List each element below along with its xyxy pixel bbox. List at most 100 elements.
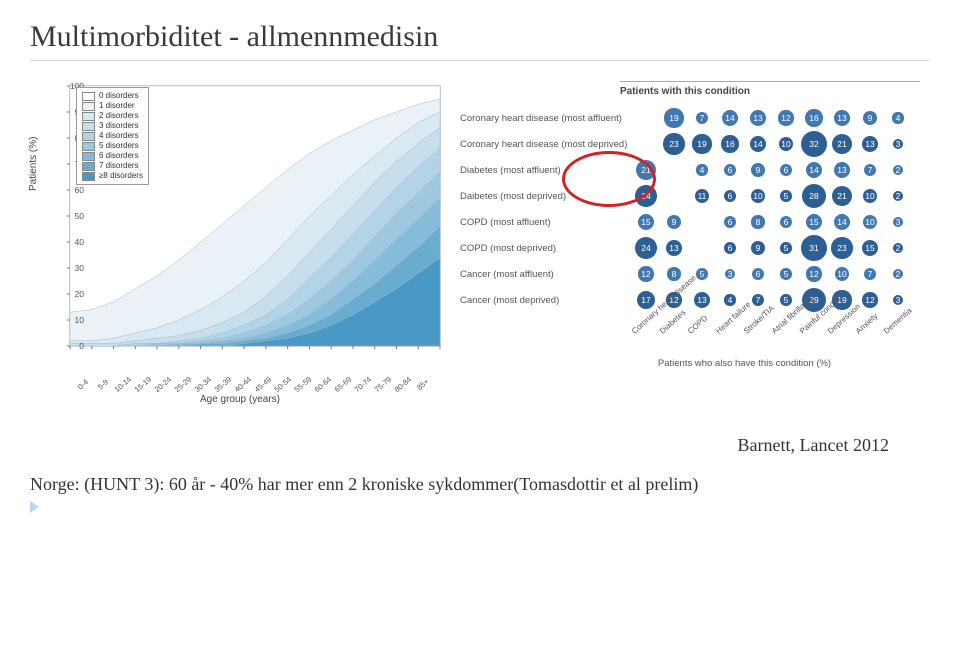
bubble: 16 — [805, 109, 822, 126]
bubble-cell: 6 — [716, 235, 744, 261]
bubble-cell: 13 — [688, 287, 716, 313]
bubble-cell: 19 — [660, 105, 688, 131]
bubble-cell: 15 — [632, 209, 660, 235]
area-chart-panel: Patients (%) 0102030405060708090100 0 di… — [30, 81, 450, 405]
legend-swatch — [82, 162, 95, 171]
bubble-cell: 5 — [772, 235, 800, 261]
bubble-cell: 24 — [632, 235, 660, 261]
legend-swatch — [82, 132, 95, 141]
legend-label: 0 disorders — [99, 91, 139, 101]
bubble-cell: 16 — [716, 131, 744, 157]
area-chart: Patients (%) 0102030405060708090100 0 di… — [30, 81, 450, 381]
bubble-column-label: Anxiety — [854, 310, 881, 335]
bubble: 8 — [667, 267, 680, 280]
bubble-column-label: Atrial fibrillation — [770, 310, 797, 335]
bubble: 5 — [780, 242, 792, 254]
bubble: 12 — [862, 292, 877, 307]
bubble: 7 — [864, 268, 877, 281]
bubble-cell: 8 — [744, 209, 772, 235]
bubble-cell: 2 — [884, 261, 912, 287]
bubble: 13 — [694, 292, 710, 308]
bubble: 9 — [863, 111, 877, 125]
bubble-cell: 10 — [772, 131, 800, 157]
legend-label: 1 disorder — [99, 101, 135, 111]
legend-label: ≥8 disorders — [99, 171, 143, 181]
y-tick: 10 — [75, 315, 84, 325]
y-tick: 30 — [75, 263, 84, 273]
bubble-cell: 3 — [716, 261, 744, 287]
legend-label: 4 disorders — [99, 131, 139, 141]
bubble: 21 — [832, 186, 852, 206]
y-tick: 50 — [75, 211, 84, 221]
bubble-column-headers: Coronary heart diseaseDiabetesCOPDHeart … — [630, 317, 929, 326]
bubble: 6 — [724, 190, 736, 202]
legend-label: 5 disorders — [99, 141, 139, 151]
bubble: 14 — [722, 110, 738, 126]
bubble: 31 — [801, 235, 826, 260]
bubble: 10 — [835, 267, 849, 281]
bubble: 7 — [752, 294, 765, 307]
bubble-column-label: Dementia — [882, 310, 909, 335]
bubble-cell: 10 — [744, 183, 772, 209]
bubble-cell: 13 — [660, 235, 688, 261]
bubble: 13 — [862, 136, 878, 152]
bubble-cell: 9 — [856, 105, 884, 131]
bubble-row: Cancer (most affluent)1285365121072 — [460, 261, 929, 287]
bubble-cell: 32 — [800, 131, 828, 157]
bubble-cell: 10 — [856, 209, 884, 235]
bubble-cell: 6 — [772, 209, 800, 235]
bubble-cell: 6 — [772, 157, 800, 183]
bubble-column-label: Stroke/TIA — [742, 310, 769, 335]
legend-item: 6 disorders — [82, 151, 143, 161]
legend-item: 5 disorders — [82, 141, 143, 151]
bubble: 6 — [724, 216, 736, 228]
bubble: 28 — [802, 184, 826, 208]
bubble-cell — [688, 235, 716, 261]
bubble-cell: 9 — [744, 235, 772, 261]
bubble-grid-sublabel: Patients who also have this condition (%… — [560, 358, 929, 369]
bubble: 6 — [752, 268, 764, 280]
legend-swatch — [82, 142, 95, 151]
bubble-cell — [688, 209, 716, 235]
bubble: 13 — [750, 110, 766, 126]
bubble-column-label: Heart failure — [714, 310, 741, 335]
bubble-cell: 2 — [884, 235, 912, 261]
citation-text: Barnett, Lancet 2012 — [30, 435, 889, 456]
bubble: 3 — [893, 295, 904, 306]
legend-item: 4 disorders — [82, 131, 143, 141]
bubble: 7 — [696, 112, 709, 125]
bubble-cell — [632, 105, 660, 131]
y-tick: 20 — [75, 289, 84, 299]
bubble: 14 — [750, 136, 766, 152]
bubble: 13 — [666, 240, 682, 256]
legend-item: 2 disorders — [82, 111, 143, 121]
bubble-row: Coronary heart disease (most affluent) 19… — [460, 105, 929, 131]
bubble: 24 — [635, 185, 657, 207]
x-tick-labels: 0-45-910-1415-1920-2425-2930-3435-3940-4… — [70, 381, 430, 390]
bubble-column-label: Painful condition — [798, 310, 825, 335]
page-title: Multimorbiditet - allmennmedisin — [30, 20, 929, 61]
y-tick: 60 — [75, 185, 84, 195]
bubble: 8 — [751, 215, 764, 228]
bubble-cell: 12 — [800, 261, 828, 287]
bubble-cell: 21 — [828, 183, 856, 209]
bubble-row-label: Coronary heart disease (most affluent) — [460, 113, 632, 124]
bubble-grid-title: Patients with this condition — [620, 81, 920, 97]
bubble-row-label: COPD (most affluent) — [460, 217, 632, 228]
bubble: 17 — [637, 291, 655, 309]
bubble: 5 — [780, 294, 792, 306]
bubble-cell — [660, 183, 688, 209]
legend-swatch — [82, 112, 95, 121]
bubble: 14 — [834, 214, 850, 230]
bubble: 4 — [696, 164, 707, 175]
bubble-row-label: Daibetes (most deprived) — [460, 191, 632, 202]
legend-swatch — [82, 92, 95, 101]
bubble-cell: 2 — [884, 183, 912, 209]
bubble: 12 — [806, 266, 821, 281]
bubble-cell: 10 — [828, 261, 856, 287]
bubble: 15 — [862, 240, 879, 257]
bubble: 3 — [893, 217, 904, 228]
bubble: 4 — [892, 112, 903, 123]
bubble: 19 — [664, 108, 683, 127]
bubble-cell: 7 — [688, 105, 716, 131]
